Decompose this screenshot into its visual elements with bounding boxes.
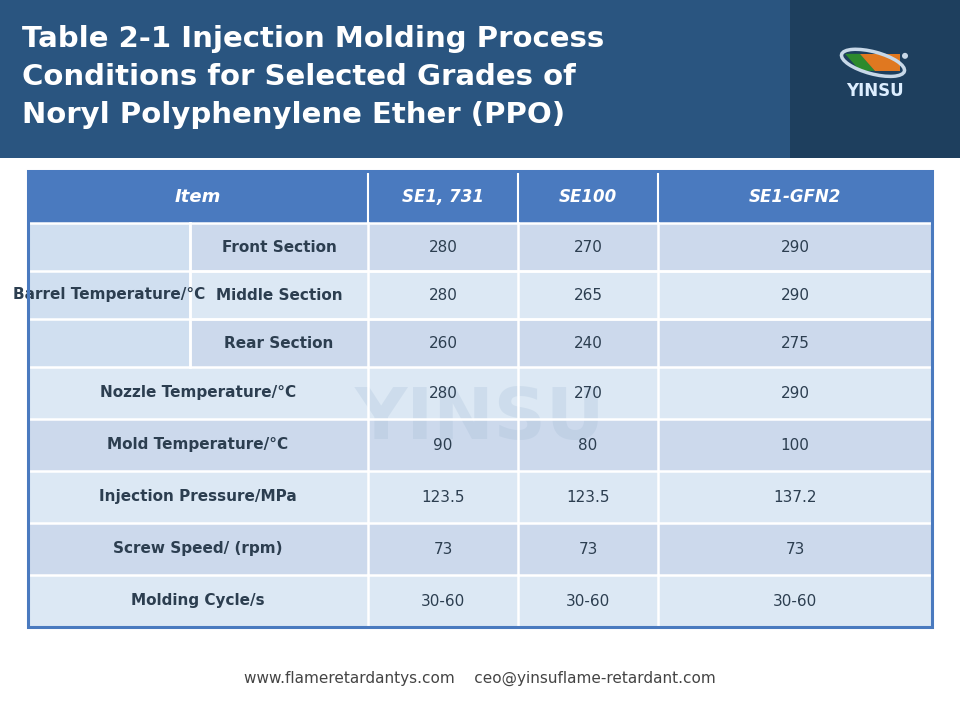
Text: 265: 265	[573, 287, 603, 302]
Text: Front Section: Front Section	[222, 240, 336, 254]
Bar	[518, 419, 658, 471]
Bar	[368, 523, 518, 575]
Text: 290: 290	[780, 385, 809, 400]
Bar	[658, 575, 932, 627]
Text: Screw Speed/ (rpm): Screw Speed/ (rpm)	[113, 541, 283, 557]
Text: 290: 290	[780, 287, 809, 302]
Bar	[190, 319, 368, 367]
Text: 100: 100	[780, 438, 809, 452]
Text: 73: 73	[578, 541, 598, 557]
Bar	[368, 367, 518, 419]
Bar	[518, 271, 658, 319]
Bar	[658, 223, 932, 271]
Bar	[518, 471, 658, 523]
Text: Item: Item	[175, 188, 221, 206]
Text: SE100: SE100	[559, 188, 617, 206]
Bar	[28, 171, 932, 223]
Text: YINSU: YINSU	[355, 384, 605, 454]
Bar	[518, 319, 658, 367]
Bar	[368, 575, 518, 627]
Bar	[28, 367, 368, 419]
Bar	[658, 523, 932, 575]
Text: SE1, 731: SE1, 731	[402, 188, 484, 206]
Text: 73: 73	[433, 541, 453, 557]
Text: 123.5: 123.5	[421, 490, 465, 505]
Text: 137.2: 137.2	[773, 490, 817, 505]
Text: 260: 260	[428, 336, 458, 351]
Text: 90: 90	[433, 438, 453, 452]
Circle shape	[902, 53, 908, 59]
Text: www.flameretardantys.com    ceo@yinsuflame-retardant.com: www.flameretardantys.com ceo@yinsuflame-…	[244, 671, 716, 686]
Bar	[790, 0, 960, 158]
Bar	[658, 367, 932, 419]
Text: 123.5: 123.5	[566, 490, 610, 505]
Bar	[658, 271, 932, 319]
Text: 270: 270	[573, 240, 603, 254]
Bar	[368, 471, 518, 523]
Bar	[28, 223, 190, 367]
Text: Injection Pressure/MPa: Injection Pressure/MPa	[99, 490, 297, 505]
Text: 30-60: 30-60	[420, 593, 466, 608]
Text: Molding Cycle/s: Molding Cycle/s	[132, 593, 265, 608]
Text: YINSU: YINSU	[846, 82, 903, 100]
Bar	[658, 419, 932, 471]
Text: 280: 280	[428, 287, 457, 302]
Text: Rear Section: Rear Section	[225, 336, 334, 351]
Bar	[28, 419, 368, 471]
Text: Table 2-1 Injection Molding Process
Conditions for Selected Grades of
Noryl Poly: Table 2-1 Injection Molding Process Cond…	[22, 25, 604, 129]
Text: 240: 240	[573, 336, 603, 351]
Text: Middle Section: Middle Section	[216, 287, 343, 302]
Bar	[368, 223, 518, 271]
Bar	[28, 171, 932, 627]
Bar	[28, 471, 368, 523]
Bar	[518, 575, 658, 627]
Text: Nozzle Temperature/°C: Nozzle Temperature/°C	[100, 385, 296, 400]
Text: Barrel Temperature/°C: Barrel Temperature/°C	[12, 287, 205, 302]
Text: 275: 275	[780, 336, 809, 351]
Bar	[190, 271, 368, 319]
Bar	[518, 367, 658, 419]
Bar	[28, 575, 368, 627]
Text: 280: 280	[428, 385, 457, 400]
Text: 270: 270	[573, 385, 603, 400]
Text: 30-60: 30-60	[773, 593, 817, 608]
Text: 290: 290	[780, 240, 809, 254]
Bar	[368, 419, 518, 471]
Bar	[28, 523, 368, 575]
Text: 73: 73	[785, 541, 804, 557]
Text: 280: 280	[428, 240, 457, 254]
Bar	[518, 523, 658, 575]
Text: SE1-GFN2: SE1-GFN2	[749, 188, 841, 206]
Bar	[658, 471, 932, 523]
Text: 30-60: 30-60	[565, 593, 611, 608]
Bar	[518, 223, 658, 271]
Bar	[0, 0, 960, 158]
Bar	[190, 223, 368, 271]
Polygon shape	[860, 54, 900, 71]
Bar	[368, 271, 518, 319]
Bar	[658, 319, 932, 367]
Text: 80: 80	[578, 438, 598, 452]
Polygon shape	[845, 54, 875, 71]
Text: Mold Temperature/°C: Mold Temperature/°C	[108, 438, 289, 452]
Bar	[368, 319, 518, 367]
